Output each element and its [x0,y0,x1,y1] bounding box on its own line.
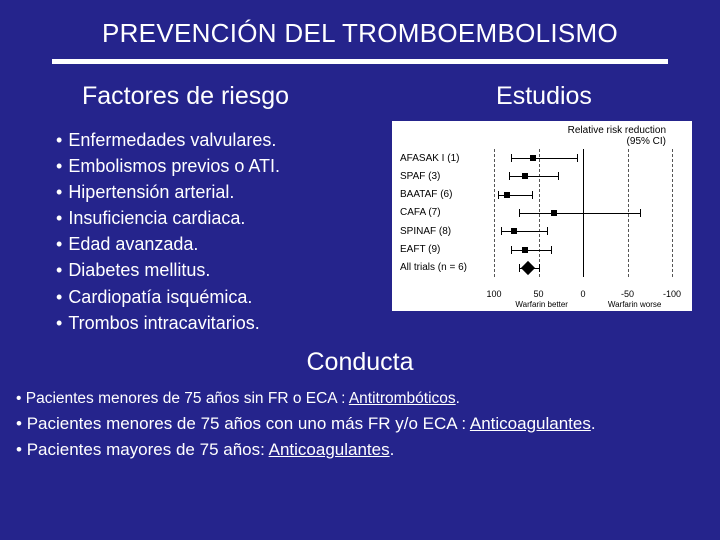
forest-row-label: All trials (n = 6) [400,262,490,273]
risk-item: •Cardiopatía isquémica. [56,284,382,310]
conducta-item: • Pacientes menores de 75 años con uno m… [16,411,720,437]
forest-plot: Relative risk reduction (95% CI) 100500-… [392,121,692,311]
conducta-list: • Pacientes menores de 75 años sin FR o … [0,377,720,464]
conducta-item: • Pacientes mayores de 75 años: Anticoag… [16,437,720,463]
risk-item: •Insuficiencia cardiaca. [56,205,382,231]
page-title: PREVENCIÓN DEL TROMBOEMBOLISMO [0,0,720,49]
conducta-item: • Pacientes menores de 75 años sin FR o … [16,387,720,411]
risk-item: •Trombos intracavitarios. [56,310,382,336]
risk-factors-column: Factores de riesgo •Enfermedades valvula… [52,82,382,336]
forest-row-label: EAFT (9) [400,244,490,255]
risk-item: •Embolismos previos o ATI. [56,153,382,179]
risk-item: •Hipertensión arterial. [56,179,382,205]
studies-column: Estudios Relative risk reduction (95% CI… [382,82,696,336]
forest-plot-title: Relative risk reduction (95% CI) [400,125,684,147]
forest-plot-body: 100500-50-100 Warfarin better Warfarin w… [400,149,684,297]
risk-item: •Enfermedades valvulares. [56,127,382,153]
risk-factors-list: •Enfermedades valvulares.•Embolismos pre… [52,127,382,336]
forest-title-l2: (95% CI) [627,136,666,147]
risk-item: •Diabetes mellitus. [56,257,382,283]
forest-row-label: BAATAF (6) [400,189,490,200]
axis-right-label: Warfarin worse [608,300,662,309]
forest-title-l1: Relative risk reduction [568,125,666,136]
conducta-heading: Conducta [0,348,720,377]
title-rule [52,59,668,64]
forest-row-label: SPINAF (8) [400,226,490,237]
two-column-layout: Factores de riesgo •Enfermedades valvula… [0,82,720,336]
risk-factors-heading: Factores de riesgo [52,82,382,111]
forest-row-label: CAFA (7) [400,207,490,218]
forest-row-label: SPAF (3) [400,171,490,182]
studies-heading: Estudios [392,82,696,111]
forest-row-label: AFASAK I (1) [400,153,490,164]
axis-left-label: Warfarin better [515,300,568,309]
risk-item: •Edad avanzada. [56,231,382,257]
